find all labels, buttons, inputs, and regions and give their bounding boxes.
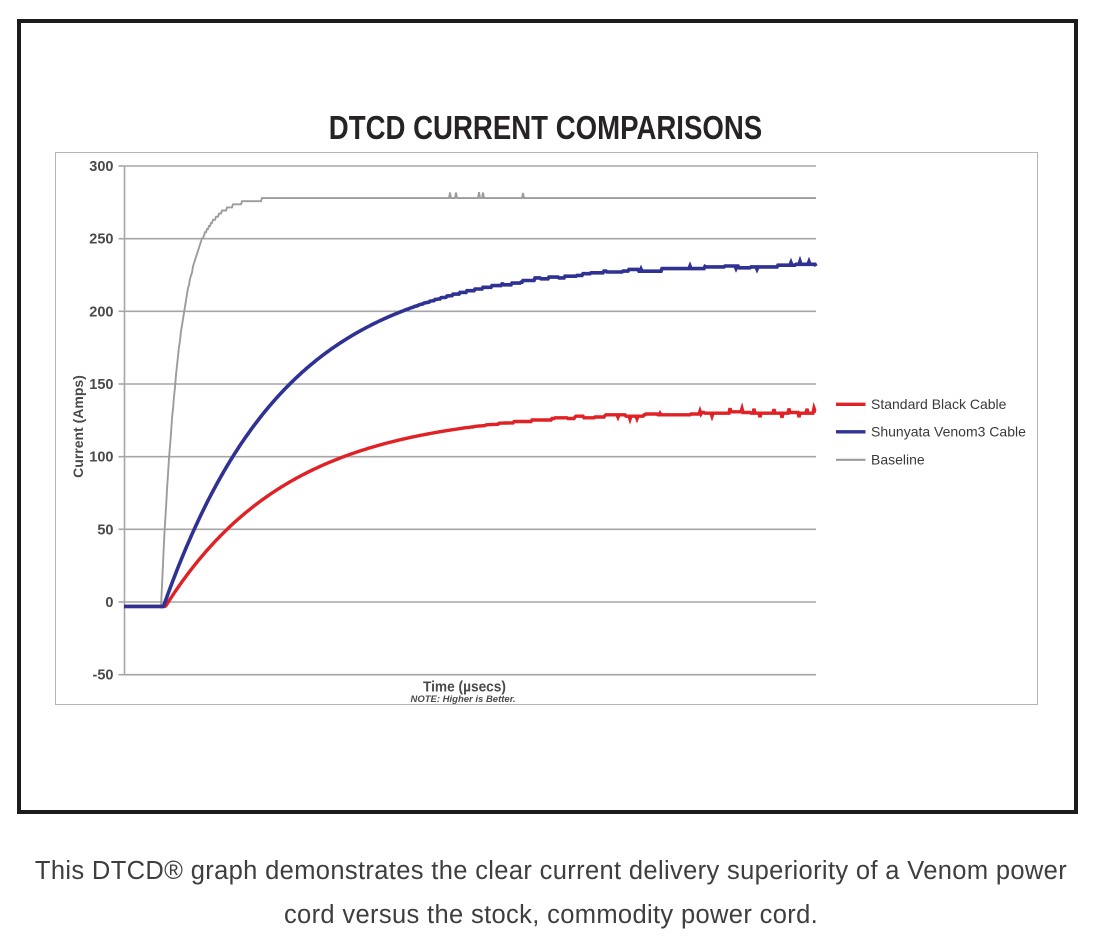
svg-text:Time (µsecs): Time (µsecs) (423, 678, 506, 694)
svg-text:100: 100 (89, 450, 113, 466)
svg-text:Current (Amps): Current (Amps) (70, 375, 86, 478)
svg-text:200: 200 (89, 304, 113, 320)
svg-text:Shunyata Venom3 Cable: Shunyata Venom3 Cable (871, 424, 1026, 440)
svg-text:150: 150 (89, 377, 113, 393)
svg-text:0: 0 (105, 595, 113, 611)
svg-text:Baseline: Baseline (871, 452, 925, 468)
svg-text:300: 300 (89, 159, 113, 175)
svg-text:DTCD CURRENT COMPARISONS: DTCD CURRENT COMPARISONS (329, 108, 762, 146)
svg-text:-50: -50 (93, 668, 114, 684)
svg-text:Standard Black Cable: Standard Black Cable (871, 396, 1007, 412)
svg-text:50: 50 (97, 522, 113, 538)
svg-text:250: 250 (89, 232, 113, 248)
svg-text:NOTE: Higher is Better.: NOTE: Higher is Better. (410, 694, 515, 705)
